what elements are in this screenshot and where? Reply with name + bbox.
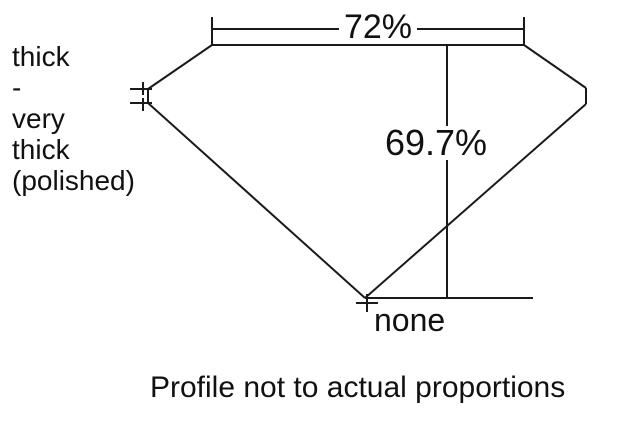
depth-percentage-label: 69.7% [381,125,491,161]
culet-label: none [374,302,446,338]
table-width-percentage-label: 72% [338,10,418,44]
pavilion-left-line [147,102,366,299]
pavilion-right-line [364,103,587,299]
crown-left-line [147,44,213,90]
crown-right-line [523,44,587,89]
girdle-thickness-label: thick - very thick (polished) [12,41,135,196]
diagram-caption: Profile not to actual proportions [150,371,566,404]
